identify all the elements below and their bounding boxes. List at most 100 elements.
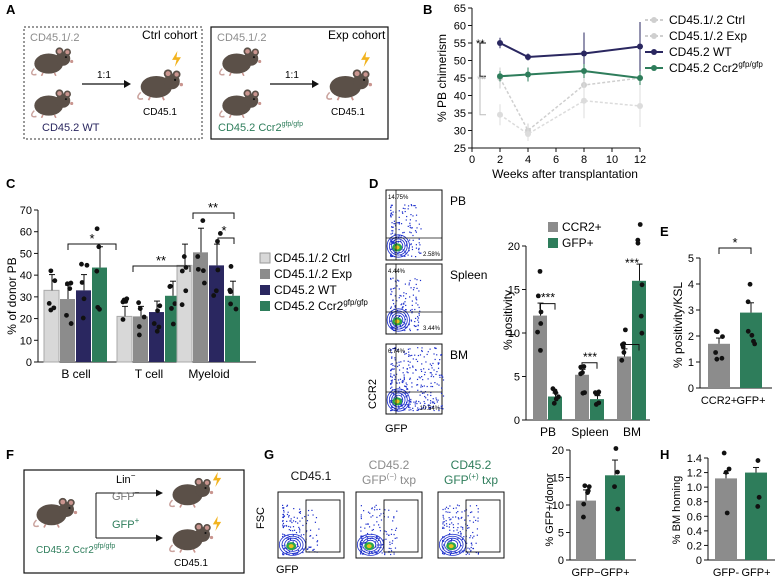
g-flow-event: [457, 510, 459, 513]
d-flow-event: [407, 360, 409, 362]
d-flow-event: [408, 409, 410, 411]
d-flow-event: [434, 358, 436, 361]
d-flow-event: [397, 241, 399, 243]
d-flow-event: [408, 250, 410, 252]
g-flow-event: [461, 516, 463, 519]
g-flow-event: [379, 544, 381, 546]
d-flow-event: [403, 377, 405, 379]
g-flow-event: [366, 539, 369, 541]
ctrl-recipient-mouse-icon: [137, 68, 184, 101]
c-bar: [43, 289, 60, 363]
e-y-axis-label: % positivity/KSL: [671, 282, 685, 368]
c-data-point: [52, 278, 58, 284]
g-flow-event: [391, 542, 393, 544]
d-flow-event: [412, 372, 414, 374]
d-flow-event: [414, 320, 416, 323]
d-flow-event: [397, 236, 400, 239]
d-flow-event: [417, 321, 420, 323]
d-flow-event: [417, 347, 419, 349]
d-flow-event: [390, 323, 392, 325]
d-flow-event: [398, 315, 401, 318]
d-flow-event: [420, 370, 423, 372]
g-flow-event: [287, 534, 289, 537]
g-flow-event: [307, 514, 309, 516]
exp-arrow-head-icon: [312, 80, 319, 88]
g-flow-event: [382, 512, 385, 514]
g-flow-y-label: FSC: [255, 507, 267, 529]
c-sig-bracket: [217, 237, 235, 244]
d-flow-event: [396, 327, 398, 329]
d-flow-event: [442, 395, 445, 397]
g-data-point: [615, 469, 620, 475]
f-recipient-top-mouse-icon: [168, 477, 214, 508]
g-flow-event: [471, 511, 473, 513]
g-flow-event: [289, 526, 292, 528]
g-plot-subtitle: GFP(−) txp: [362, 472, 416, 487]
g-flow-event: [466, 524, 469, 527]
g-flow-event: [294, 553, 296, 555]
d-data-point: [538, 347, 543, 353]
g-flow-event: [306, 548, 309, 550]
g-flow-event: [364, 541, 366, 544]
c-data-point: [169, 306, 174, 311]
g-category-label: GFP+: [600, 567, 629, 579]
d-flow-event: [419, 252, 421, 254]
e-data-point: [713, 350, 718, 355]
d-flow-event: [428, 404, 430, 406]
g-flow-event: [394, 529, 397, 531]
d-flow-event: [415, 244, 417, 246]
c-data-point: [195, 254, 201, 259]
d-flow-event: [410, 320, 413, 322]
d-flow-event: [412, 294, 414, 296]
d-flow-event: [391, 226, 393, 228]
d-flow-contour: [391, 392, 406, 408]
d-flow-event: [393, 237, 395, 240]
d-flow-event: [416, 378, 419, 381]
g-gate-box: [465, 499, 501, 553]
g-flow-event: [376, 521, 378, 523]
d-flow-event: [390, 255, 392, 258]
d-flow-event: [398, 280, 400, 282]
d-flow-event: [392, 277, 394, 279]
g-flow-event: [377, 524, 380, 526]
g-flow-event: [393, 533, 395, 536]
c-legend-swatch: [259, 252, 271, 264]
g-flow-event: [375, 536, 378, 538]
g-flow-event: [468, 527, 470, 529]
g-flow-event: [293, 529, 296, 531]
g-flow-event: [308, 546, 310, 548]
d-sig-label: ***: [541, 291, 555, 305]
d-flow-event: [426, 353, 428, 356]
d-flow-event: [442, 379, 445, 381]
d-flow-event: [394, 329, 396, 331]
g-flow-event: [443, 553, 445, 555]
d-flow-event: [411, 386, 413, 388]
d-flow-event: [442, 376, 444, 378]
g-flow-event: [306, 520, 309, 522]
g-flow-event: [370, 516, 372, 518]
d-y-tick-label: 20: [508, 241, 520, 253]
g-flow-event: [445, 523, 448, 525]
d-flow-event: [421, 392, 424, 394]
b-y-tick-label: 30: [454, 126, 466, 138]
d-flow-event: [415, 283, 417, 286]
d-flow-event: [398, 228, 400, 231]
g-flow-event: [445, 511, 447, 513]
b-sig-bottom: **: [477, 74, 486, 86]
g-data-point: [581, 501, 587, 507]
d-flow-event: [391, 379, 393, 381]
d-flow-contour: [388, 236, 408, 256]
g-flow-event: [282, 507, 284, 509]
g-flow-event: [456, 529, 458, 531]
d-flow-event: [390, 313, 392, 315]
d-flow-event: [422, 379, 424, 381]
d-flow-event: [402, 207, 404, 209]
c-sig-label: *: [221, 223, 226, 238]
d-flow-event: [390, 401, 392, 404]
d-flow-event: [407, 208, 409, 210]
g-flow-event: [443, 540, 445, 542]
g-flow-event: [287, 516, 290, 518]
g-flow-event: [360, 530, 362, 532]
d-y-tick-label: 5: [514, 372, 520, 384]
g-flow-event: [292, 541, 295, 543]
